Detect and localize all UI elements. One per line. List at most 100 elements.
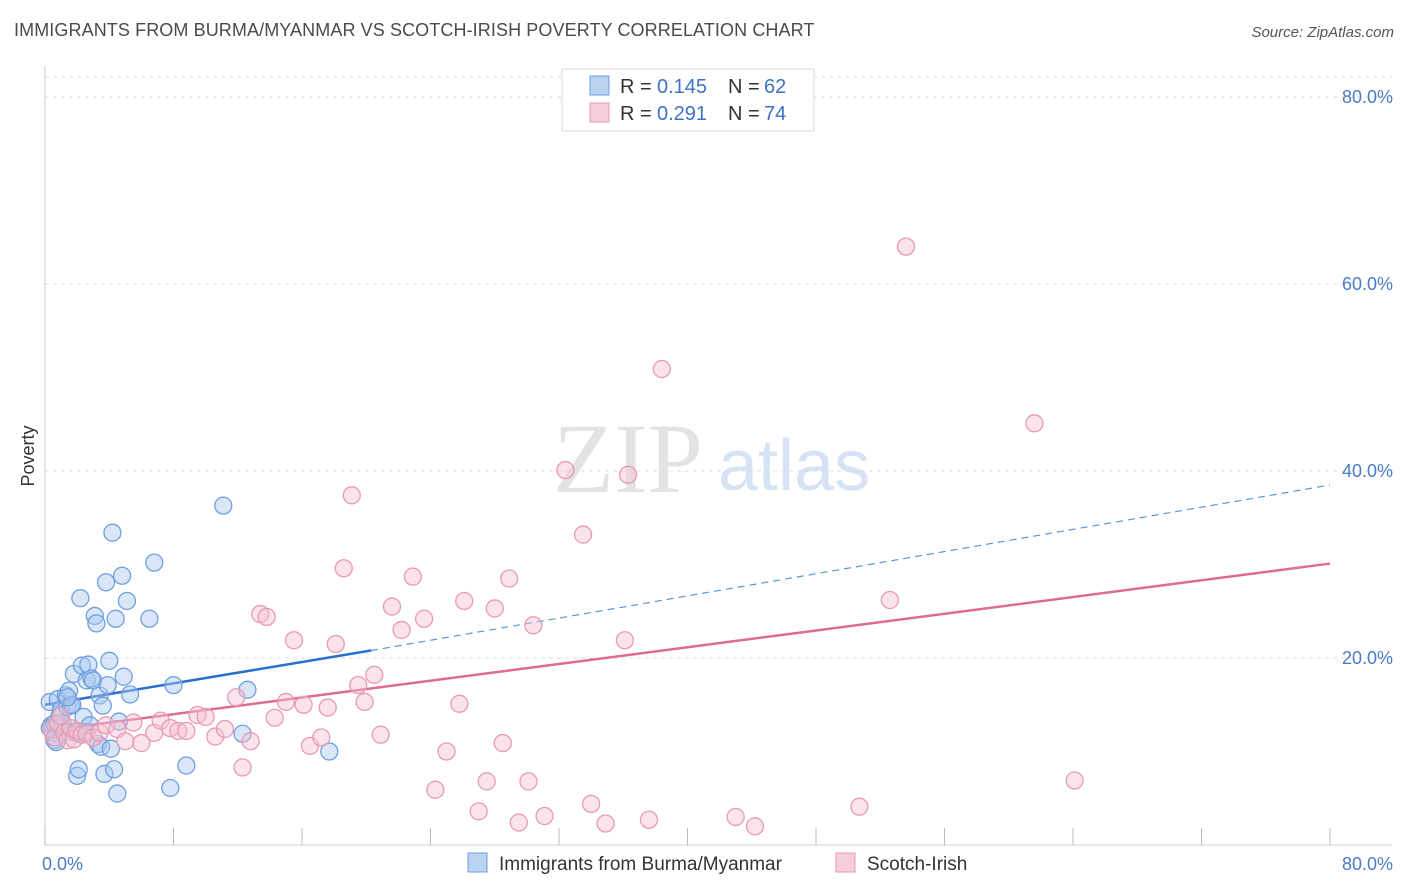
data-point-0-55 bbox=[320, 742, 339, 761]
data-point-0-46 bbox=[120, 685, 140, 704]
y-axis-title: Poverty bbox=[18, 425, 38, 486]
data-point-1-37 bbox=[312, 728, 331, 747]
data-point-1-12 bbox=[90, 723, 109, 742]
data-point-0-32 bbox=[93, 696, 112, 715]
data-point-1-50 bbox=[426, 780, 445, 799]
data-point-0-52 bbox=[214, 496, 233, 515]
data-point-1-22 bbox=[177, 721, 196, 741]
axes bbox=[44, 66, 1392, 846]
data-point-1-19 bbox=[151, 711, 170, 730]
data-point-1-38 bbox=[318, 698, 337, 717]
data-point-1-43 bbox=[355, 692, 374, 712]
data-point-1-47 bbox=[392, 620, 411, 640]
y-tick-label-60: 60.0% bbox=[1342, 274, 1393, 294]
y-tick-label-40: 40.0% bbox=[1342, 461, 1393, 481]
series-legend-label-scotch-irish: Scotch-Irish bbox=[867, 854, 967, 875]
data-point-1-71 bbox=[726, 807, 745, 827]
trend-lines bbox=[44, 484, 1331, 733]
data-point-0-17 bbox=[69, 760, 88, 779]
chart-source: Source: ZipAtlas.com bbox=[1251, 24, 1394, 41]
stats-legend-r-value-scotch-irish: 0.291 bbox=[657, 103, 707, 125]
data-point-1-25 bbox=[206, 727, 225, 746]
data-point-1-15 bbox=[116, 732, 135, 751]
tick-labels: 20.0% 40.0% 60.0% 80.0% 0.0% 80.0% bbox=[42, 87, 1393, 874]
stats-legend-n-value-burma: 62 bbox=[764, 76, 786, 98]
data-point-1-32 bbox=[265, 708, 284, 727]
data-point-1-72 bbox=[745, 817, 765, 836]
data-point-1-27 bbox=[226, 688, 246, 707]
data-point-0-58 bbox=[58, 688, 77, 707]
data-point-1-53 bbox=[455, 591, 474, 611]
data-point-1-57 bbox=[493, 733, 512, 753]
data-point-1-64 bbox=[573, 525, 593, 544]
data-point-0-28 bbox=[87, 614, 106, 633]
data-point-1-49 bbox=[414, 609, 434, 628]
data-point-1-59 bbox=[509, 813, 528, 832]
watermark-zip: ZIP bbox=[553, 403, 703, 514]
stats-legend-n-label-burma: N = bbox=[728, 76, 760, 98]
data-point-0-41 bbox=[108, 784, 127, 803]
x-tick-label-min: 0.0% bbox=[42, 854, 83, 874]
data-point-0-49 bbox=[161, 778, 180, 798]
data-point-0-33 bbox=[95, 764, 114, 784]
stats-legend-r-label-burma: R = bbox=[620, 76, 652, 98]
data-point-1-70 bbox=[652, 359, 671, 379]
x-tick-label-max: 80.0% bbox=[1342, 854, 1393, 874]
data-point-1-68 bbox=[618, 465, 638, 484]
data-point-0-47 bbox=[140, 609, 159, 628]
data-point-1-40 bbox=[334, 559, 353, 578]
data-point-1-34 bbox=[284, 631, 304, 650]
data-point-0-51 bbox=[177, 756, 196, 775]
data-point-0-16 bbox=[67, 766, 87, 785]
data-point-1-66 bbox=[596, 814, 615, 833]
data-point-1-13 bbox=[96, 716, 116, 735]
series-points-1 bbox=[42, 237, 1084, 836]
data-point-1-42 bbox=[349, 675, 368, 695]
series-legend-swatch-burma bbox=[467, 852, 488, 873]
data-point-1-60 bbox=[519, 772, 538, 791]
data-point-1-56 bbox=[485, 599, 504, 618]
data-point-1-52 bbox=[450, 694, 469, 713]
data-point-1-67 bbox=[615, 631, 635, 650]
data-point-0-18 bbox=[71, 589, 90, 608]
data-point-1-69 bbox=[639, 810, 659, 829]
data-point-1-26 bbox=[215, 719, 235, 739]
data-point-1-28 bbox=[233, 758, 252, 777]
watermark: ZIP atlas bbox=[553, 403, 870, 514]
data-point-1-63 bbox=[556, 460, 575, 480]
trend-line-scotch-irish bbox=[44, 562, 1331, 733]
data-point-1-65 bbox=[581, 794, 601, 814]
data-point-1-16 bbox=[124, 713, 143, 732]
data-point-1-41 bbox=[342, 486, 361, 505]
data-point-1-33 bbox=[276, 692, 296, 712]
stats-legend-n-label-scotch-irish: N = bbox=[728, 103, 760, 125]
data-point-0-39 bbox=[104, 760, 124, 779]
stats-legend-swatch-scotch-irish bbox=[589, 102, 610, 123]
trend-line-burma-extrapolated bbox=[370, 484, 1331, 652]
data-point-1-31 bbox=[257, 607, 276, 627]
stats-legend-swatch-burma bbox=[589, 75, 610, 96]
data-point-1-46 bbox=[382, 597, 402, 616]
data-point-0-50 bbox=[164, 675, 183, 695]
data-point-1-55 bbox=[477, 772, 496, 791]
data-point-1-29 bbox=[241, 732, 260, 751]
watermark-atlas: atlas bbox=[718, 426, 870, 506]
data-point-1-51 bbox=[437, 742, 456, 761]
series-points-0 bbox=[40, 496, 339, 803]
data-point-0-38 bbox=[103, 523, 122, 542]
data-point-1-39 bbox=[326, 634, 345, 654]
data-point-1-45 bbox=[371, 725, 390, 744]
grid bbox=[45, 76, 1392, 659]
data-points bbox=[40, 237, 1084, 836]
data-point-0-45 bbox=[117, 591, 137, 611]
data-point-0-40 bbox=[106, 609, 125, 628]
data-point-0-48 bbox=[145, 553, 164, 572]
data-point-0-36 bbox=[100, 651, 119, 670]
data-point-0-34 bbox=[96, 573, 116, 592]
data-point-0-37 bbox=[101, 739, 121, 758]
series-legend: Immigrants from Burma/Myanmar Scotch-Iri… bbox=[467, 852, 967, 875]
data-point-1-73 bbox=[850, 797, 869, 816]
y-tick-label-20: 20.0% bbox=[1342, 648, 1393, 668]
